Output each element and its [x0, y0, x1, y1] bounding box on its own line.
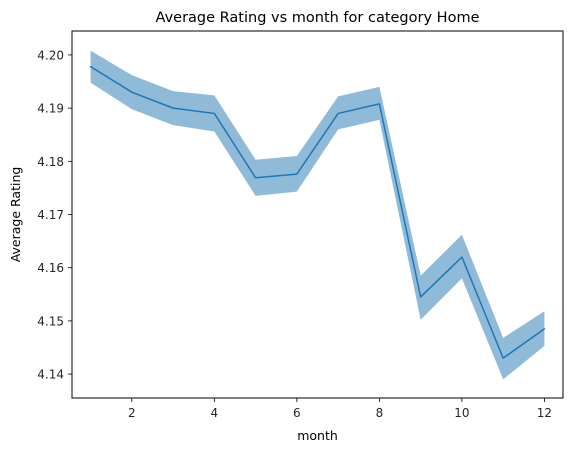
y-tick-label: 4.16 [37, 261, 64, 275]
y-tick-label: 4.14 [37, 368, 64, 382]
y-tick-label: 4.15 [37, 314, 64, 328]
y-axis: 4.14 4.15 4.16 4.17 4.18 4.19 4.20 [37, 48, 72, 382]
y-axis-label: Average Rating [8, 167, 23, 263]
confidence-band [90, 50, 545, 380]
x-tick-label: 6 [293, 406, 301, 420]
y-tick-label: 4.20 [37, 48, 64, 62]
x-tick-label: 8 [376, 406, 384, 420]
y-tick-label: 4.18 [37, 155, 64, 169]
x-tick-label: 4 [211, 406, 219, 420]
x-tick-label: 12 [537, 406, 552, 420]
x-tick-label: 10 [454, 406, 469, 420]
x-tick-label: 2 [128, 406, 136, 420]
y-tick-label: 4.17 [37, 208, 64, 222]
chart-title: Average Rating vs month for category Hom… [156, 10, 480, 26]
y-tick-label: 4.19 [37, 102, 64, 116]
plot-area [89, 50, 546, 380]
x-axis: 2 4 6 8 10 12 [128, 398, 552, 420]
x-axis-label: month [297, 428, 338, 443]
series-line [89, 65, 546, 359]
